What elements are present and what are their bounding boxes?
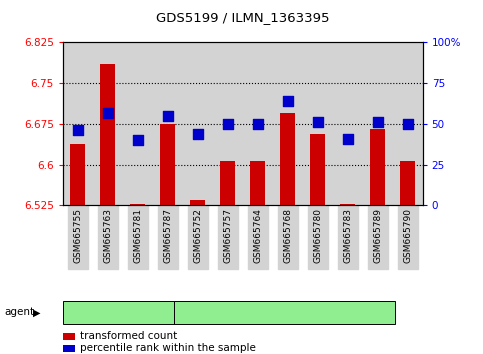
Text: silica: silica	[270, 306, 299, 319]
Bar	[130, 204, 145, 205]
Bar	[370, 129, 385, 205]
Point	[74, 127, 82, 133]
Text: transformed count: transformed count	[80, 331, 177, 341]
Point	[404, 121, 412, 127]
Bar	[400, 161, 415, 205]
Point	[344, 136, 352, 141]
Point	[254, 121, 262, 127]
Bar	[100, 64, 115, 205]
Bar	[250, 161, 265, 205]
Point	[164, 113, 171, 119]
Bar	[310, 134, 325, 205]
Text: GDS5199 / ILMN_1363395: GDS5199 / ILMN_1363395	[156, 11, 329, 24]
Bar	[220, 161, 235, 205]
Bar	[71, 144, 85, 205]
Point	[134, 137, 142, 143]
Point	[194, 131, 201, 137]
Bar	[280, 113, 295, 205]
Text: percentile rank within the sample: percentile rank within the sample	[80, 343, 256, 353]
Bar	[160, 124, 175, 205]
Bar	[340, 204, 355, 205]
Text: agent: agent	[5, 307, 35, 318]
Bar	[190, 200, 205, 205]
Text: ▶: ▶	[32, 307, 40, 318]
Point	[104, 110, 112, 115]
Text: control: control	[98, 306, 139, 319]
Point	[224, 121, 231, 127]
Point	[314, 119, 322, 125]
Point	[284, 98, 292, 104]
Point	[374, 119, 382, 125]
